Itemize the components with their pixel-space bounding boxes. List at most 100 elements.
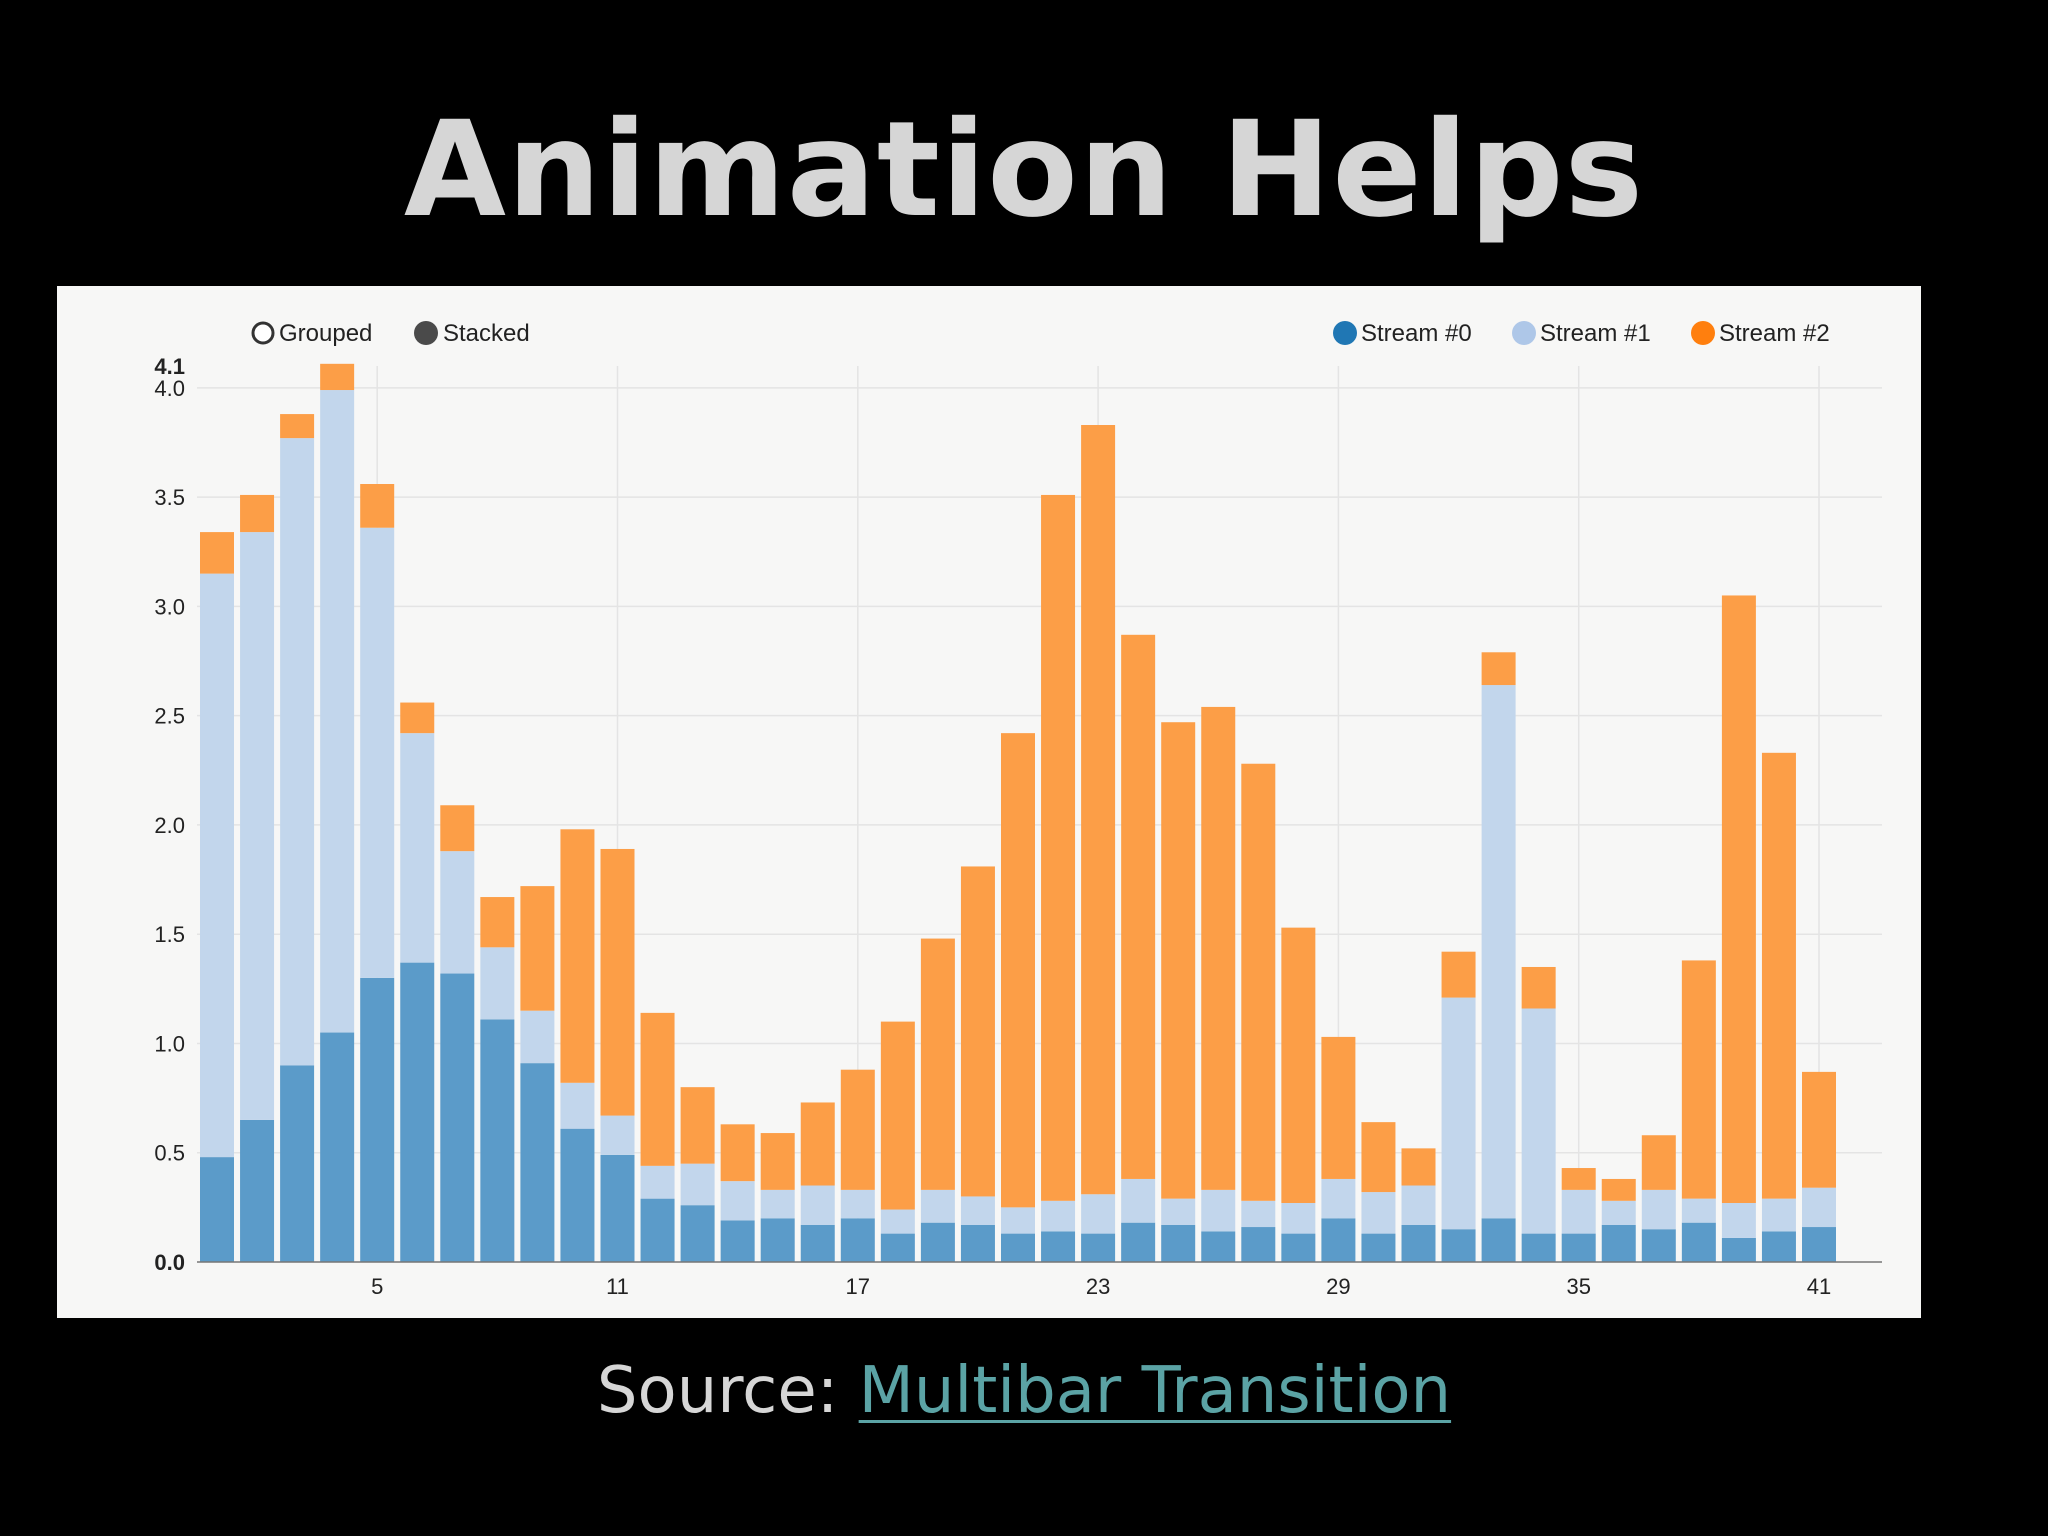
bar-stream-0-x33[interactable] <box>1481 1218 1516 1262</box>
bar-stream-1-x16[interactable] <box>800 1185 835 1225</box>
bar-stream-2-x35[interactable] <box>1561 1168 1596 1190</box>
bar-stream-1-x40[interactable] <box>1761 1198 1796 1232</box>
bar-stream-0-x9[interactable] <box>520 1063 555 1262</box>
bar-stream-0-x15[interactable] <box>760 1218 795 1262</box>
bar-stream-0-x6[interactable] <box>400 962 435 1262</box>
bar-stream-2-x25[interactable] <box>1161 722 1196 1199</box>
legend-item-stream-2[interactable]: Stream #2 <box>1691 320 1830 347</box>
bar-stream-1-x39[interactable] <box>1721 1202 1756 1238</box>
bar-stream-1-x21[interactable] <box>1001 1207 1035 1234</box>
bar-stream-1-x10[interactable] <box>560 1082 595 1129</box>
bar-stream-0-x11[interactable] <box>600 1154 635 1262</box>
bar-stream-1-x37[interactable] <box>1641 1189 1676 1230</box>
bar-stream-1-x28[interactable] <box>1281 1202 1316 1234</box>
bar-stream-2-x30[interactable] <box>1361 1122 1396 1193</box>
bar-stream-0-x17[interactable] <box>840 1218 875 1262</box>
bar-stream-2-x19[interactable] <box>920 938 955 1190</box>
bar-stream-1-x31[interactable] <box>1401 1185 1436 1225</box>
bar-stream-1-x23[interactable] <box>1081 1194 1116 1234</box>
bar-stream-1-x24[interactable] <box>1121 1178 1156 1223</box>
bar-stream-0-x19[interactable] <box>920 1222 955 1262</box>
bar-stream-0-x8[interactable] <box>480 1019 515 1262</box>
bar-stream-2-x22[interactable] <box>1041 494 1076 1201</box>
bar-stream-0-x29[interactable] <box>1321 1218 1356 1262</box>
bar-stream-1-x38[interactable] <box>1681 1198 1716 1223</box>
bar-stream-0-x37[interactable] <box>1641 1229 1676 1262</box>
bar-stream-2-x7[interactable] <box>440 805 475 852</box>
bar-stream-0-x25[interactable] <box>1161 1224 1196 1262</box>
bar-stream-2-x36[interactable] <box>1601 1178 1636 1201</box>
bar-stream-1-x22[interactable] <box>1041 1200 1076 1232</box>
bar-stream-2-x29[interactable] <box>1321 1036 1356 1179</box>
bar-stream-2-x8[interactable] <box>480 897 515 948</box>
bar-stream-2-x31[interactable] <box>1401 1148 1436 1186</box>
stacked-radio-icon[interactable] <box>414 321 438 345</box>
bar-stream-1-x5[interactable] <box>360 527 395 978</box>
bar-stream-1-x15[interactable] <box>760 1189 795 1219</box>
bar-stream-2-x32[interactable] <box>1441 951 1476 998</box>
bar-stream-1-x29[interactable] <box>1321 1178 1356 1219</box>
bar-stream-1-x12[interactable] <box>640 1165 675 1199</box>
bar-stream-0-x39[interactable] <box>1721 1237 1756 1262</box>
bar-stream-2-x26[interactable] <box>1201 706 1236 1190</box>
bar-stream-0-x35[interactable] <box>1561 1233 1596 1262</box>
bar-stream-2-x14[interactable] <box>720 1124 755 1182</box>
bar-stream-1-x35[interactable] <box>1561 1189 1596 1234</box>
bar-stream-0-x34[interactable] <box>1521 1233 1556 1262</box>
bar-stream-1-x32[interactable] <box>1441 997 1476 1230</box>
bar-stream-2-x40[interactable] <box>1761 752 1796 1199</box>
bar-stream-2-x20[interactable] <box>960 866 995 1197</box>
bar-stream-0-x12[interactable] <box>640 1198 675 1262</box>
bar-stream-0-x14[interactable] <box>720 1220 755 1262</box>
bar-stream-0-x21[interactable] <box>1001 1233 1035 1262</box>
bar-stream-2-x37[interactable] <box>1641 1135 1676 1190</box>
stacked-control[interactable]: Stacked <box>414 320 530 347</box>
bar-stream-0-x3[interactable] <box>280 1065 315 1262</box>
bar-stream-1-x27[interactable] <box>1241 1200 1276 1228</box>
bar-stream-1-x3[interactable] <box>280 438 315 1066</box>
bar-stream-2-x17[interactable] <box>840 1069 875 1190</box>
bar-stream-1-x14[interactable] <box>720 1181 755 1221</box>
bar-stream-2-x11[interactable] <box>600 848 635 1116</box>
bar-stream-0-x31[interactable] <box>1401 1224 1436 1262</box>
bar-stream-2-x38[interactable] <box>1681 960 1716 1199</box>
bar-stream-2-x21[interactable] <box>1001 733 1035 1208</box>
bar-stream-1-x17[interactable] <box>840 1189 875 1219</box>
bar-stream-1-x19[interactable] <box>920 1189 955 1223</box>
bar-stream-0-x27[interactable] <box>1241 1227 1276 1262</box>
bar-stream-2-x33[interactable] <box>1481 652 1516 686</box>
bar-stream-2-x15[interactable] <box>760 1133 795 1190</box>
bar-stream-2-x2[interactable] <box>240 494 275 533</box>
bar-stream-0-x28[interactable] <box>1281 1233 1316 1262</box>
bar-stream-1-x18[interactable] <box>880 1209 915 1234</box>
bar-stream-1-x41[interactable] <box>1802 1187 1836 1228</box>
bar-stream-2-x12[interactable] <box>640 1012 675 1166</box>
bar-stream-0-x10[interactable] <box>560 1128 595 1262</box>
bar-stream-1-x6[interactable] <box>400 733 435 963</box>
bar-stream-1-x30[interactable] <box>1361 1192 1396 1234</box>
bar-stream-0-x7[interactable] <box>440 973 475 1262</box>
bar-stream-2-x9[interactable] <box>520 886 555 1011</box>
bar-stream-0-x5[interactable] <box>360 977 395 1262</box>
bar-stream-0-x4[interactable] <box>320 1032 355 1262</box>
bar-stream-1-x7[interactable] <box>440 851 475 974</box>
bar-stream-0-x20[interactable] <box>960 1224 995 1262</box>
grouped-radio-icon[interactable] <box>251 321 275 345</box>
bar-stream-2-x5[interactable] <box>360 484 395 528</box>
bar-stream-0-x22[interactable] <box>1041 1231 1076 1262</box>
bar-stream-2-x3[interactable] <box>280 414 315 439</box>
bar-stream-1-x25[interactable] <box>1161 1198 1196 1225</box>
bar-stream-0-x23[interactable] <box>1081 1233 1116 1262</box>
bar-stream-2-x24[interactable] <box>1121 634 1156 1179</box>
bar-stream-0-x38[interactable] <box>1681 1222 1716 1262</box>
bar-stream-0-x1[interactable] <box>200 1157 234 1262</box>
bar-stream-0-x16[interactable] <box>800 1224 835 1262</box>
bar-stream-2-x23[interactable] <box>1081 425 1116 1195</box>
bar-stream-2-x28[interactable] <box>1281 927 1316 1203</box>
bar-stream-1-x1[interactable] <box>200 573 234 1158</box>
bar-stream-0-x18[interactable] <box>880 1233 915 1262</box>
bar-stream-2-x4[interactable] <box>320 363 355 391</box>
bar-stream-0-x2[interactable] <box>240 1119 275 1262</box>
bar-stream-0-x36[interactable] <box>1601 1224 1636 1262</box>
legend-item-stream-1[interactable]: Stream #1 <box>1512 320 1651 347</box>
